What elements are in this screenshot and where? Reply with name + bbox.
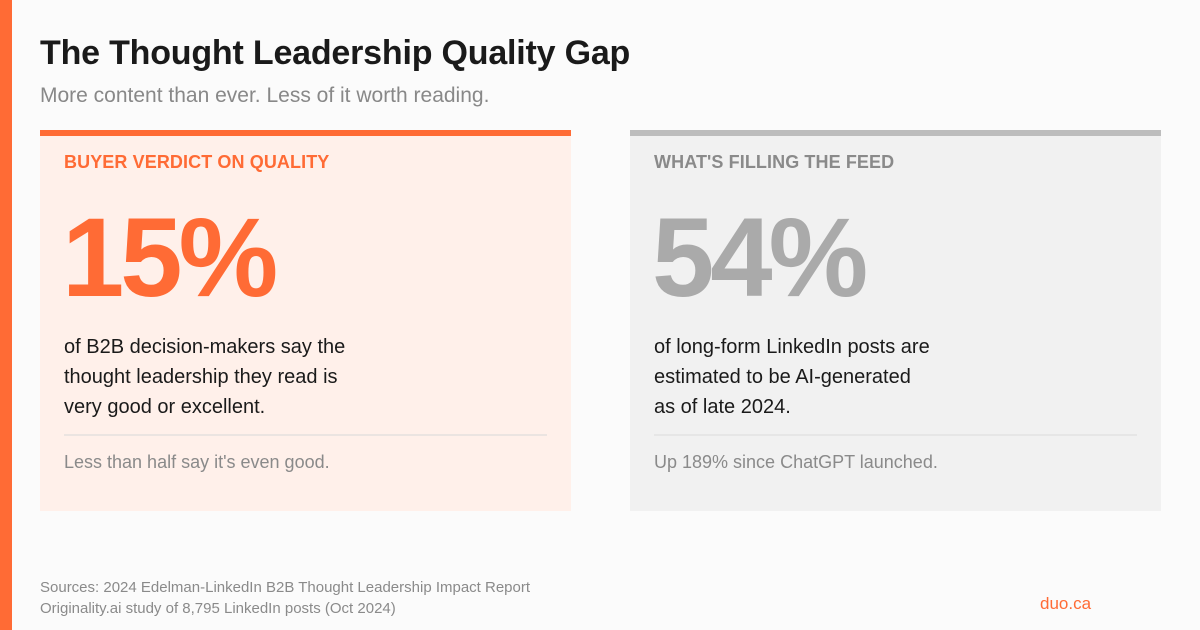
card-description-line: of long-form LinkedIn posts are [654,336,930,358]
card-note: Less than half say it's even good. [64,452,330,472]
buyer-verdict-card: BUYER VERDICT ON QUALITY 15% of B2B deci… [40,130,571,511]
card-description-line: of B2B decision-makers say the [64,336,346,358]
left-accent-bar [0,0,12,630]
sources-footnote: Sources: 2024 Edelman-LinkedIn B2B Thoug… [40,577,530,619]
card-divider [654,434,1137,436]
page-title: The Thought Leadership Quality Gap [40,34,631,72]
card-divider [64,434,547,436]
card-description-line: as of late 2024. [654,396,791,418]
card-description-line: thought leadership they read is [64,366,338,388]
page-subtitle: More content than ever. Less of it worth… [40,84,490,107]
card-label: BUYER VERDICT ON QUALITY [64,152,330,172]
card-description: of long-form LinkedIn posts are estimate… [654,332,930,422]
card-description-line: very good or excellent. [64,396,266,418]
card-stat: 54% [652,195,868,320]
brand-wordmark: duo.ca [1040,594,1092,613]
card-label: WHAT'S FILLING THE FEED [654,152,895,172]
card-description: of B2B decision-makers say the thought l… [64,332,345,422]
source-line: Originality.ai study of 8,795 LinkedIn p… [40,600,396,617]
card-description-line: estimated to be AI-generated [654,366,911,388]
source-line: Sources: 2024 Edelman-LinkedIn B2B Thoug… [40,579,531,596]
card-note: Up 189% since ChatGPT launched. [654,452,938,472]
card-stat: 15% [62,195,278,320]
feed-content-card: WHAT'S FILLING THE FEED 54% of long-form… [630,130,1161,511]
